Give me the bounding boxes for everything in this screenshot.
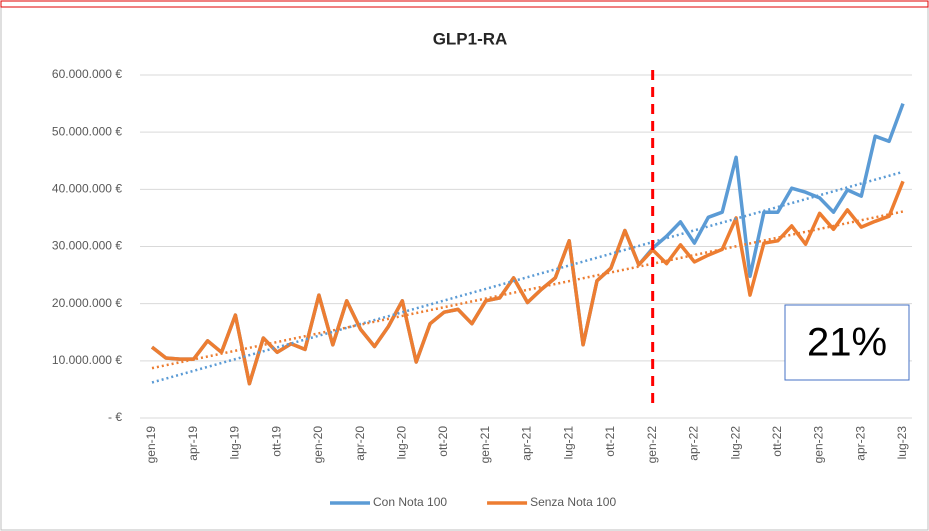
frame-accent [0, 0, 929, 8]
x-tick-label: ott-20 [436, 426, 450, 457]
x-tick-label: apr-19 [186, 426, 200, 461]
y-tick-label: 20.000.000 € [52, 296, 122, 310]
x-tick-label: apr-22 [687, 426, 701, 461]
y-tick-label: 60.000.000 € [52, 67, 122, 81]
x-tick-label: lug-20 [395, 426, 409, 460]
x-tick-label: apr-21 [520, 426, 534, 461]
y-tick-label: 40.000.000 € [52, 182, 122, 196]
legend-label: Con Nota 100 [373, 495, 447, 509]
y-tick-label: - € [108, 410, 122, 424]
x-tick-label: apr-23 [853, 426, 867, 461]
y-tick-label: 10.000.000 € [52, 353, 122, 367]
series-line [150, 180, 905, 386]
x-tick-label: lug-23 [895, 426, 909, 460]
chart-title: GLP1-RA [433, 29, 508, 48]
y-tick-label: 30.000.000 € [52, 239, 122, 253]
x-tick-label: ott-21 [603, 426, 617, 457]
x-tick-label: lug-19 [228, 426, 242, 460]
x-tick-label: ott-22 [770, 426, 784, 457]
x-tick-label: gen-22 [645, 426, 659, 464]
x-tick-label: gen-19 [144, 426, 158, 464]
annotation: 21% [807, 321, 887, 365]
x-tick-label: ott-19 [269, 426, 283, 457]
legend-label: Senza Nota 100 [530, 495, 616, 509]
annotation-box [784, 304, 910, 381]
x-tick-label: gen-23 [812, 426, 826, 464]
x-tick-label: apr-20 [353, 426, 367, 461]
x-tick-label: gen-21 [478, 426, 492, 464]
x-tick-label: lug-22 [728, 426, 742, 460]
x-tick-label: gen-20 [311, 426, 325, 464]
y-tick-label: 50.000.000 € [52, 124, 122, 138]
x-tick-label: lug-21 [561, 426, 575, 460]
